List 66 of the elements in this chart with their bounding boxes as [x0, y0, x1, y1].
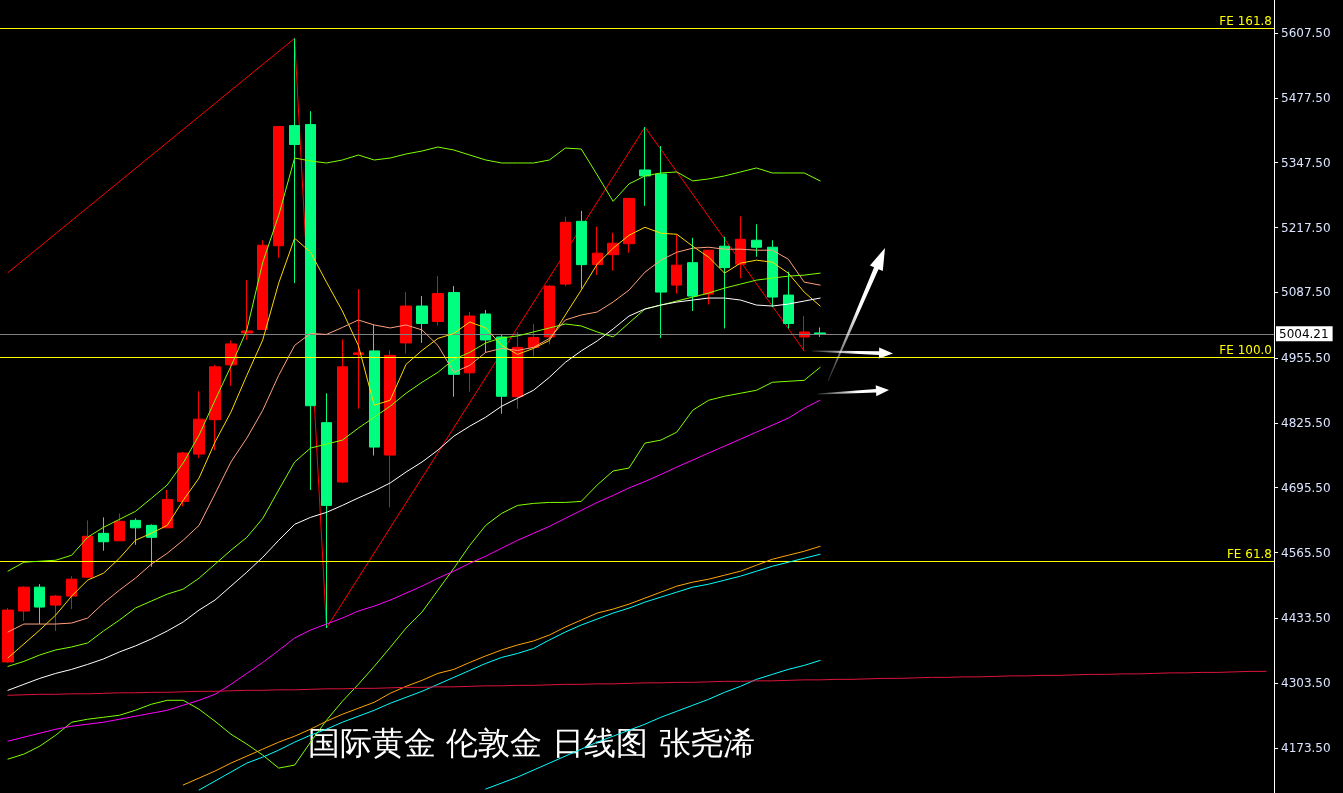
candlestick [400, 291, 412, 354]
y-tick-label: 5477.50 [1281, 90, 1331, 105]
candlestick [576, 210, 587, 290]
candlestick [241, 279, 253, 341]
candlestick [528, 323, 539, 357]
candlestick [783, 271, 794, 329]
candlestick [146, 523, 157, 568]
candlestick [639, 126, 651, 207]
candlestick [687, 237, 698, 312]
y-tick-label: 5087.50 [1281, 285, 1331, 300]
candlestick [592, 226, 603, 276]
candlestick [496, 334, 507, 415]
candlestick [321, 392, 332, 629]
candlestick [177, 451, 189, 507]
candlestick [560, 216, 571, 287]
y-tick-label: 5607.50 [1281, 26, 1331, 41]
candlestick [193, 390, 205, 459]
candlestick [18, 585, 30, 622]
y-tick-label: 4433.50 [1281, 611, 1331, 626]
candlestick [671, 233, 682, 295]
candlestick [209, 364, 221, 451]
candlestick [98, 516, 109, 552]
ref-line-label: FE 161.8 [1219, 14, 1272, 29]
candlestick [480, 309, 491, 354]
candlestick [751, 223, 762, 258]
y-tick-label: 5217.50 [1281, 220, 1331, 235]
line-series [7, 670, 1267, 696]
candlestick [353, 288, 364, 410]
candlestick [82, 519, 93, 579]
candlestick [544, 284, 555, 345]
candlestick [289, 37, 300, 284]
candlestick [719, 236, 730, 329]
candlestick [512, 331, 523, 410]
candlestick [66, 575, 77, 610]
candlestick [448, 285, 460, 398]
ref-line-label: 5004.21 [1279, 326, 1329, 341]
candlestick [162, 489, 173, 529]
candlestick [432, 275, 444, 326]
y-tick-label: 4955.50 [1281, 351, 1331, 366]
candlestick [814, 326, 826, 338]
candlestick [655, 145, 667, 339]
y-tick-label: 4825.50 [1281, 415, 1331, 430]
candlestick [273, 125, 284, 259]
candlestick [257, 239, 268, 330]
ref-line-label: FE 100.0 [1219, 343, 1272, 358]
candlestick [767, 239, 778, 308]
ref-line-label: FE 61.8 [1226, 547, 1272, 562]
candlestick [50, 594, 61, 632]
y-tick-label: 4173.50 [1281, 740, 1331, 755]
candlestick [416, 295, 428, 344]
candlestick [384, 349, 396, 508]
y-tick-label: 4695.50 [1281, 480, 1331, 495]
y-tick-label: 4303.50 [1281, 676, 1331, 691]
candlestick [623, 197, 635, 254]
candlestick [369, 323, 380, 457]
y-tick-label: 4565.50 [1281, 545, 1331, 560]
candlestick [735, 215, 746, 279]
candlestick [2, 607, 14, 664]
y-tick-label: 5347.50 [1281, 155, 1331, 170]
line-series [7, 146, 821, 572]
candlestick [703, 249, 714, 306]
candlestick [34, 583, 45, 625]
candlestick [337, 338, 348, 484]
candlestick [114, 512, 125, 542]
candlestick [305, 110, 316, 491]
candlestick [130, 517, 141, 546]
